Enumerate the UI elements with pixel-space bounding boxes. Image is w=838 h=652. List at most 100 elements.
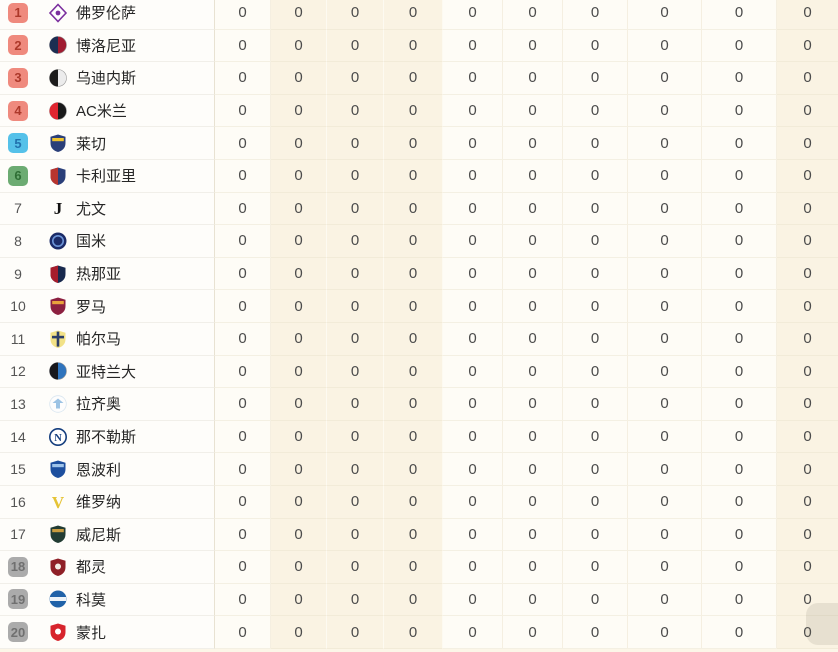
team-logo-icon: [48, 557, 68, 577]
stat-cell: 0: [384, 62, 443, 95]
stat-cell: 0: [327, 94, 384, 128]
table-row[interactable]: 3 乌迪内斯 0 0 0 0 0 0 0 0 0 0: [0, 62, 838, 95]
stat-cell: 0: [628, 127, 702, 160]
stat-cell: 0: [563, 322, 628, 356]
stat-cell: 0: [563, 518, 628, 552]
table-row[interactable]: 14 N 那不勒斯 0 0 0 0 0 0 0 0 0 0: [0, 420, 838, 454]
stat-cell: 0: [215, 616, 271, 649]
svg-text:N: N: [54, 432, 62, 443]
table-row[interactable]: 17 威尼斯 0 0 0 0 0 0 0 0 0 0: [0, 518, 838, 552]
stat-cell: 0: [702, 453, 777, 486]
stat-cell: 0: [443, 420, 503, 454]
table-row[interactable]: 19 科莫 0 0 0 0 0 0 0 0 0 0: [0, 583, 838, 617]
team-cell: 13 拉齐奥: [0, 388, 215, 421]
stat-cell: 0: [702, 485, 777, 519]
rank-badge: 2: [8, 35, 28, 56]
table-row[interactable]: 9 热那亚 0 0 0 0 0 0 0 0 0 0: [0, 257, 838, 291]
table-row[interactable]: 1 佛罗伦萨 0 0 0 0 0 0 0 0 0 0: [0, 0, 838, 30]
stat-cell: 0: [777, 29, 838, 63]
stat-cell: 0: [271, 583, 327, 617]
stat-cell: 0: [503, 583, 563, 617]
table-row[interactable]: 20 蒙扎 0 0 0 0 0 0 0 0 0 0: [0, 616, 838, 649]
rank-badge: 4: [8, 100, 28, 121]
rank-badge: 11: [10, 330, 26, 347]
table-row[interactable]: 16 V 维罗纳 0 0 0 0 0 0 0 0 0 0: [0, 485, 838, 519]
stat-cell: 0: [443, 616, 503, 649]
stat-cell: 0: [271, 127, 327, 160]
table-row[interactable]: 4 AC米兰 0 0 0 0 0 0 0 0 0 0: [0, 94, 838, 128]
team-logo-icon: [48, 35, 68, 55]
table-row[interactable]: 7 J 尤文 0 0 0 0 0 0 0 0 0 0: [0, 192, 838, 226]
team-name: 热那亚: [76, 266, 122, 284]
team-cell: 8 国米: [0, 225, 215, 258]
floating-button[interactable]: [806, 603, 838, 645]
stat-cell: 0: [563, 94, 628, 128]
table-row[interactable]: 18 都灵 0 0 0 0 0 0 0 0 0 0: [0, 551, 838, 584]
table-row[interactable]: 11 帕尔马 0 0 0 0 0 0 0 0 0 0: [0, 322, 838, 356]
stat-cell: 0: [443, 159, 503, 193]
stat-cell: 0: [702, 355, 777, 389]
stat-cell: 0: [563, 355, 628, 389]
stat-cell: 0: [777, 420, 838, 454]
stat-cell: 0: [384, 192, 443, 226]
stat-cell: 0: [384, 355, 443, 389]
stat-cell: 0: [628, 322, 702, 356]
stat-cell: 0: [777, 551, 838, 584]
stat-cell: 0: [777, 127, 838, 160]
stat-cell: 0: [327, 192, 384, 226]
team-name: 威尼斯: [76, 526, 122, 544]
stat-cell: 0: [327, 62, 384, 95]
stat-cell: 0: [702, 127, 777, 160]
stat-cell: 0: [215, 127, 271, 160]
stat-cell: 0: [702, 192, 777, 226]
table-row[interactable]: 5 莱切 0 0 0 0 0 0 0 0 0 0: [0, 127, 838, 160]
table-row[interactable]: 12 亚特兰大 0 0 0 0 0 0 0 0 0 0: [0, 355, 838, 389]
svg-text:J: J: [54, 200, 63, 219]
stat-cell: 0: [628, 29, 702, 63]
stat-cell: 0: [384, 551, 443, 584]
rank-badge: 16: [10, 493, 26, 510]
stat-cell: 0: [628, 355, 702, 389]
stat-cell: 0: [702, 290, 777, 323]
stat-cell: 0: [443, 225, 503, 258]
table-row[interactable]: 15 恩波利 0 0 0 0 0 0 0 0 0 0: [0, 453, 838, 486]
team-logo-icon: N: [48, 427, 68, 447]
stat-cell: 0: [503, 29, 563, 63]
stat-cell: 0: [271, 159, 327, 193]
rank-badge: 15: [10, 461, 26, 478]
stat-cell: 0: [443, 29, 503, 63]
stat-cell: 0: [443, 583, 503, 617]
stat-cell: 0: [563, 62, 628, 95]
rank-badge: 9: [14, 265, 22, 282]
stat-cell: 0: [503, 94, 563, 128]
stat-cell: 0: [628, 192, 702, 226]
table-row[interactable]: 10 罗马 0 0 0 0 0 0 0 0 0 0: [0, 290, 838, 323]
table-row[interactable]: 8 国米 0 0 0 0 0 0 0 0 0 0: [0, 225, 838, 258]
team-name: 拉齐奥: [76, 396, 122, 414]
stat-cell: 0: [271, 420, 327, 454]
team-cell: 9 热那亚: [0, 257, 215, 291]
team-logo-icon: [48, 296, 68, 316]
stat-cell: 0: [327, 0, 384, 30]
team-name: 帕尔马: [76, 331, 122, 349]
stat-cell: 0: [563, 420, 628, 454]
team-cell: 2 博洛尼亚: [0, 29, 215, 63]
rank-badge: 5: [8, 133, 28, 154]
stat-cell: 0: [702, 322, 777, 356]
table-row[interactable]: 2 博洛尼亚 0 0 0 0 0 0 0 0 0 0: [0, 29, 838, 63]
team-name: 科莫: [76, 591, 107, 609]
stat-cell: 0: [443, 322, 503, 356]
stat-cell: 0: [702, 388, 777, 421]
stat-cell: 0: [271, 551, 327, 584]
team-cell: 11 帕尔马: [0, 322, 215, 356]
stat-cell: 0: [384, 159, 443, 193]
stat-cell: 0: [563, 453, 628, 486]
stat-cell: 0: [563, 192, 628, 226]
team-logo-icon: [48, 68, 68, 88]
table-row[interactable]: 6 卡利亚里 0 0 0 0 0 0 0 0 0 0: [0, 159, 838, 193]
stat-cell: 0: [702, 583, 777, 617]
stat-cell: 0: [628, 159, 702, 193]
stat-cell: 0: [777, 257, 838, 291]
table-row[interactable]: 13 拉齐奥 0 0 0 0 0 0 0 0 0 0: [0, 388, 838, 421]
team-logo-icon: V: [48, 492, 68, 512]
